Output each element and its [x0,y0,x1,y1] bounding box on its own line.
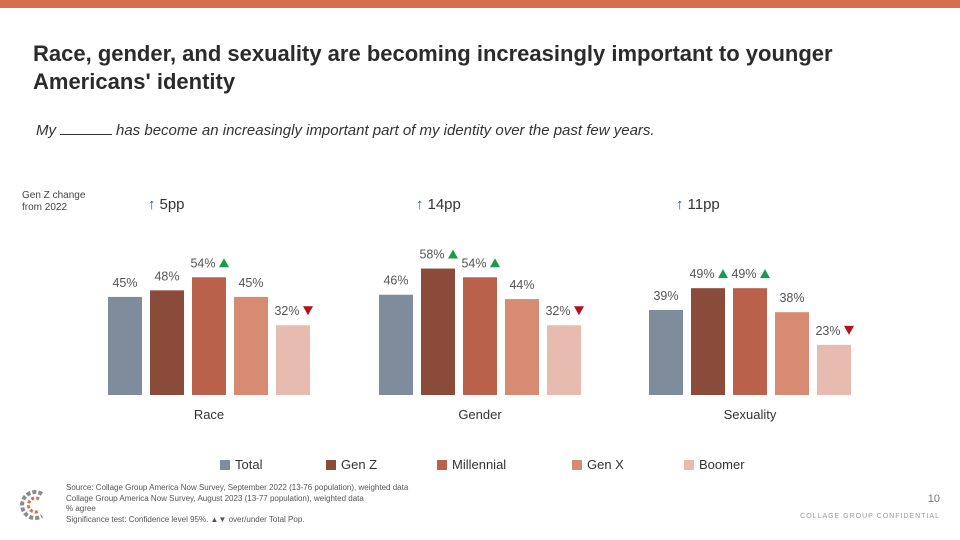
genz-change-sexuality-value: 11pp [687,196,720,213]
data-label: 38% [779,291,804,305]
question-suffix: has become an increasingly important par… [116,122,655,139]
bar-race-boomer [276,325,310,395]
genz-change-label: Gen Z change from 2022 [22,190,86,213]
genz-change-gender-value: 14pp [427,196,461,213]
bar-race-total [108,296,142,395]
bar-race-genx [234,296,268,395]
category-label-race: Race [194,407,224,422]
sig-up-icon [760,269,770,279]
bar-gender-genz [421,268,455,395]
bar-gender-millennial [463,277,497,395]
bar-gender-total [379,294,413,395]
legend-label-genz: Gen Z [341,457,378,472]
bar-sexuality-boomer [817,344,851,395]
category-label-sexuality: Sexuality [724,407,777,422]
legend-item-genx: Gen X [572,457,684,472]
legend-item-millennial: Millennial [437,457,572,472]
data-label: 44% [509,278,534,292]
genz-change-race-value: 5pp [159,196,185,213]
data-label: 49% [731,267,756,281]
top-accent-bar [0,0,960,8]
data-label: 54% [190,256,215,270]
legend-swatch-boomer [684,459,694,470]
bar-sexuality-millennial [733,288,767,395]
sig-up-icon [448,249,458,259]
bar-race-genz [150,290,184,395]
data-label: 23% [815,324,840,338]
data-label: 32% [545,304,570,318]
bar-gender-boomer [547,325,581,395]
data-label: 48% [154,269,179,283]
legend-item-genz: Gen Z [326,457,437,472]
up-arrow-icon: ↑ [676,196,684,213]
data-label: 45% [112,276,137,290]
footnote-line: Source: Collage Group America Now Survey… [66,483,409,492]
legend-label-total: Total [235,457,263,472]
legend-label-genx: Gen X [587,457,624,472]
bar-sexuality-genx [775,312,809,395]
footnote-line: Significance test: Confidence level 95%.… [66,514,305,524]
sig-down-icon [303,306,313,316]
up-arrow-icon: ↑ [148,196,156,213]
question-blank [60,123,112,135]
sig-up-icon [219,258,229,268]
page-number: 10 [927,493,940,505]
up-arrow-icon: ↑ [416,196,424,213]
data-label: 46% [383,274,408,288]
category-label-gender: Gender [458,407,502,422]
bar-sexuality-genz [691,288,725,395]
confidential-label: COLLAGE GROUP CONFIDENTIAL [800,513,940,520]
genz-change-gender: ↑ 14pp [416,196,461,213]
page-title: Race, gender, and sexuality are becoming… [33,41,833,94]
legend-swatch-genx [572,459,582,470]
question-prefix: My [36,122,56,139]
legend-swatch-millennial [437,459,447,470]
sig-down-icon [844,325,854,335]
sig-up-icon [718,269,728,279]
data-label: 58% [419,248,444,262]
footnote-line: % agree [66,504,96,513]
data-label: 32% [274,304,299,318]
bar-race-millennial [192,277,226,395]
data-label: 49% [689,267,714,281]
footnote-line: Collage Group America Now Survey, August… [66,493,364,503]
chart-legend: Total Gen Z Millennial Gen X Boomer [220,457,745,472]
collage-logo-icon [20,490,44,520]
legend-label-boomer: Boomer [699,457,745,472]
data-label: 39% [653,289,678,303]
footnotes: Source: Collage Group America Now Survey… [66,483,408,525]
legend-swatch-genz [326,459,336,470]
genz-change-sexuality: ↑ 11pp [676,196,720,213]
question-text: My has become an increasingly important p… [36,122,655,139]
data-label: 54% [461,256,486,270]
data-label: 45% [238,276,263,290]
bar-sexuality-total [649,309,683,395]
bar-gender-genx [505,299,539,395]
sig-up-icon [490,258,500,268]
legend-swatch-total [220,459,230,470]
sig-down-icon [574,306,584,316]
legend-item-total: Total [220,457,326,472]
legend-item-boomer: Boomer [684,457,745,472]
genz-change-race: ↑ 5pp [148,196,185,213]
legend-label-millennial: Millennial [452,457,507,472]
